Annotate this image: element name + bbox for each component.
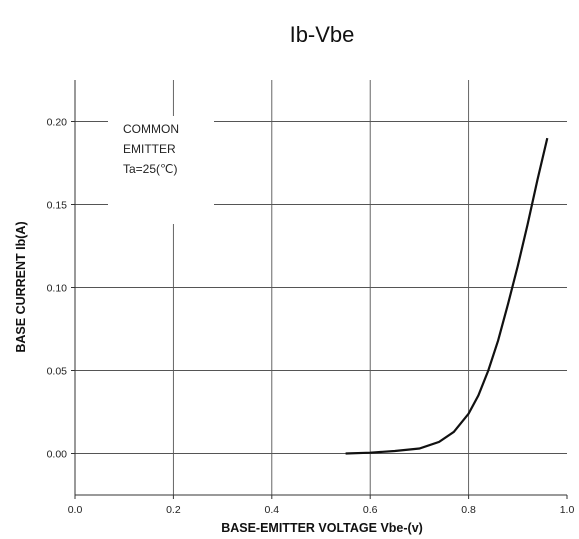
- y-tick-label-3: 0.15: [47, 200, 68, 212]
- x-tick-label-1: 0.2: [166, 504, 181, 516]
- y-tick-label-1: 0.05: [47, 366, 68, 378]
- annotation-line-1: EMITTER: [123, 142, 176, 156]
- chart-title: Ib-Vbe: [290, 22, 355, 47]
- y-tick-label-2: 0.10: [47, 283, 68, 295]
- annotation-background: [108, 116, 214, 224]
- series-group: [345, 137, 549, 455]
- x-tick-label-2: 0.4: [264, 504, 279, 516]
- axes: [71, 80, 568, 499]
- annotation: COMMON EMITTER Ta=25(℃): [123, 122, 179, 176]
- x-tick-label-5: 1.0: [560, 504, 575, 516]
- y-tick-labels: 0.00 0.05 0.10 0.15 0.20: [47, 117, 68, 461]
- y-tick-label-0: 0.00: [47, 449, 68, 461]
- series-line-0: [345, 137, 549, 455]
- annotation-line-2: Ta=25(℃): [123, 162, 178, 176]
- grid: [75, 80, 567, 495]
- y-axis-label: BASE CURRENT Ib(A): [14, 221, 28, 352]
- x-tick-label-4: 0.8: [461, 504, 476, 516]
- x-tick-label-3: 0.6: [363, 504, 378, 516]
- x-axis-label: BASE-EMITTER VOLTAGE Vbe-(v): [221, 521, 423, 535]
- annotation-line-0: COMMON: [123, 122, 179, 136]
- x-tick-label-0: 0.0: [68, 504, 83, 516]
- x-tick-labels: 0.0 0.2 0.4 0.6 0.8 1.0: [68, 504, 575, 516]
- y-tick-label-4: 0.20: [47, 117, 68, 129]
